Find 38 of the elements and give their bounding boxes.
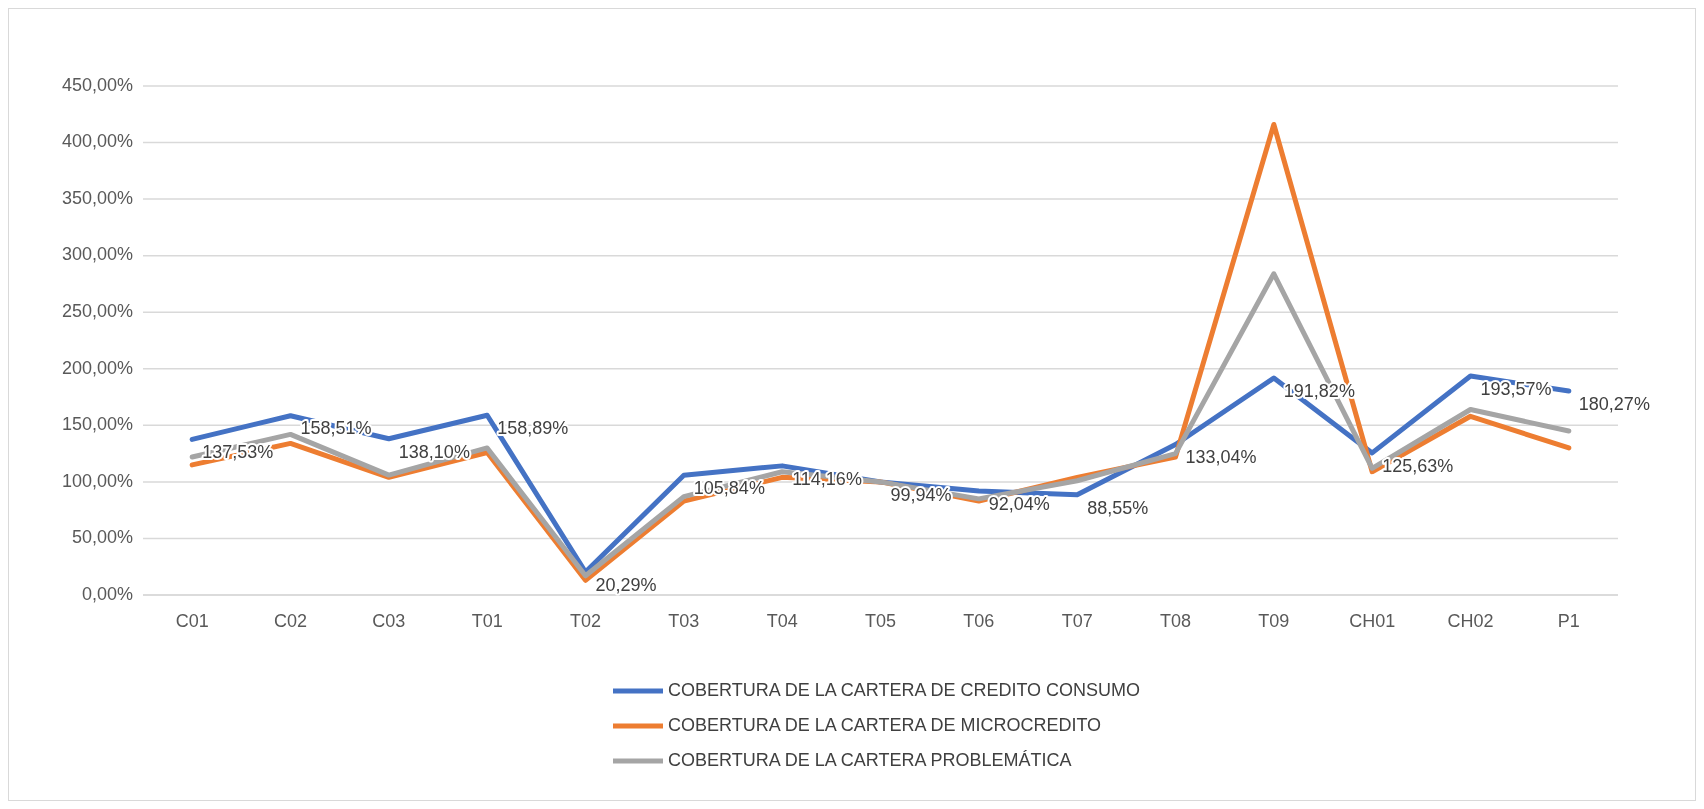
y-tick-label: 150,00% (61, 414, 133, 435)
x-tick-label: C02 (273, 611, 308, 631)
x-tick-label: T08 (1159, 611, 1192, 631)
y-tick-label: 100,00% (61, 470, 133, 491)
x-tick-label: T03 (668, 611, 700, 631)
data-label: 88,55% (1087, 497, 1149, 518)
data-label: 193,57% (1480, 378, 1552, 399)
x-tick-label: C01 (175, 611, 209, 631)
data-label: 138,10% (398, 441, 470, 462)
data-label: 125,63% (1382, 455, 1454, 476)
data-label: 158,89% (497, 418, 569, 439)
x-tick-label: CH01 (1349, 611, 1396, 631)
legend-label: COBERTURA DE LA CARTERA DE MICROCREDITO (668, 714, 1102, 735)
y-tick-label: 350,00% (61, 187, 133, 208)
legend-label: COBERTURA DE LA CARTERA DE CREDITO CONSUMO (668, 679, 1141, 700)
y-tick-label: 200,00% (61, 357, 133, 378)
x-tick-label: P1 (1557, 611, 1580, 631)
y-tick-label: 400,00% (61, 131, 133, 152)
y-tick-label: 450,00% (61, 74, 133, 95)
legend-label: COBERTURA DE LA CARTERA PROBLEMÁTICA (668, 749, 1072, 770)
data-label: 99,94% (890, 484, 952, 505)
data-label: 133,04% (1185, 447, 1257, 468)
x-tick-label: T09 (1258, 611, 1290, 631)
x-tick-label: T04 (766, 611, 798, 631)
x-tick-label: T06 (963, 611, 995, 631)
x-tick-label: T02 (569, 611, 602, 631)
y-tick-label: 0,00% (81, 583, 133, 604)
y-tick-label: 250,00% (61, 300, 133, 321)
x-tick-label: CH02 (1447, 611, 1494, 631)
x-tick-label: T01 (471, 611, 503, 631)
data-label: 20,29% (595, 574, 657, 595)
y-tick-label: 300,00% (61, 244, 133, 265)
x-tick-label: C03 (372, 611, 406, 631)
y-tick-label: 50,00% (71, 527, 133, 548)
x-tick-label: T07 (1061, 611, 1093, 631)
data-label: 92,04% (988, 493, 1050, 514)
x-tick-label: T05 (864, 611, 897, 631)
data-label: 180,27% (1578, 393, 1650, 414)
